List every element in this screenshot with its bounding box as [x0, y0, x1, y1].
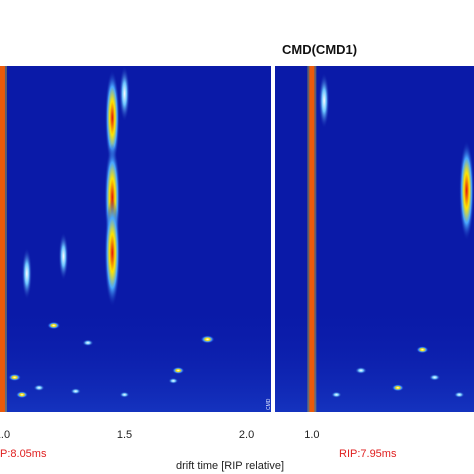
left-peak-spot-5 — [82, 339, 94, 347]
left-rip-halo — [0, 66, 7, 412]
right-panel-x-ticks: 1.0 — [304, 429, 319, 441]
left-peak-spot-9 — [21, 247, 33, 300]
left-peak-spot-13 — [33, 384, 45, 392]
left-peak-spot-8 — [168, 377, 179, 384]
right-peak-spot-6 — [318, 72, 330, 129]
right-peak-spot-1 — [416, 346, 429, 354]
right-peak-spot-0 — [459, 140, 474, 241]
left-peak-spot-3 — [119, 66, 130, 122]
left-peak-spot-4 — [47, 321, 61, 330]
left-peak-spot-2 — [104, 198, 121, 307]
left-peak-spot-12 — [15, 391, 29, 399]
left-peak-spot-6 — [200, 335, 215, 344]
right-rip-line — [309, 66, 315, 412]
right-rip-label: RIP:7.95ms — [339, 448, 397, 460]
right-peak-spot-7 — [453, 391, 465, 398]
left-x-tick-label-2: 2.0 — [239, 429, 254, 441]
left-panel-spots — [8, 66, 215, 399]
right-rip-halo — [307, 66, 317, 412]
left-peak-spot-15 — [119, 391, 130, 398]
right-peak-spot-5 — [331, 391, 342, 398]
left-peak-spot-7 — [171, 366, 185, 375]
right-x-tick-label-0: 1.0 — [304, 429, 319, 441]
right-peak-spot-2 — [354, 366, 367, 374]
right-panel-spots — [318, 72, 474, 398]
left-panel-x-ticks: 1.0 1.5 2.0 — [0, 429, 254, 441]
right-panel-title: CMD(CMD1) — [282, 42, 357, 57]
left-panel-side-marker: CMD — [266, 398, 272, 410]
left-peak-spot-0 — [104, 69, 120, 166]
left-x-tick-label-1: 1.5 — [117, 429, 132, 441]
left-x-tick-label-0: 1.0 — [0, 429, 10, 441]
right-panel-floor-haze — [275, 300, 474, 412]
left-peak-spot-14 — [70, 388, 82, 395]
x-axis-label: drift time [RIP relative] — [176, 460, 284, 472]
left-panel-floor-haze — [0, 300, 271, 412]
left-peak-spot-11 — [8, 373, 22, 382]
left-rip-label: RIP:8.05ms — [0, 448, 47, 460]
left-peak-spot-10 — [58, 232, 69, 281]
left-rip-line — [0, 66, 5, 412]
right-peak-spot-4 — [428, 374, 441, 381]
right-peak-spot-3 — [391, 384, 405, 392]
